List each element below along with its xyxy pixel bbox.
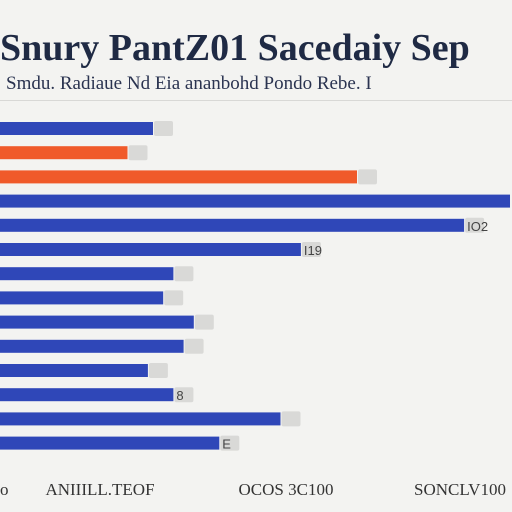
bar-14-data-label: E (222, 437, 231, 452)
title-divider (0, 100, 512, 101)
bar-5 (0, 218, 465, 232)
bar-1-value-box (154, 121, 173, 136)
chart-title: Snury PantZ01 Sacedaiy Sep (0, 27, 470, 69)
bar-9-value-box (194, 314, 214, 330)
bar-9 (0, 315, 194, 329)
x-tick-label-1: o (0, 480, 9, 499)
x-tick-label-2: ANIIILL.TEOF (45, 480, 154, 499)
bar-4 (0, 194, 510, 208)
x-tick-label-4: SONCLV100 (414, 480, 506, 499)
bar-8-value-box (164, 290, 184, 306)
x-tick-label-3: OCOS 3C100 (239, 480, 334, 499)
bar-11 (0, 364, 148, 377)
bar-6-value-box (301, 242, 321, 257)
bar-2 (0, 146, 128, 160)
bar-10 (0, 339, 184, 353)
bar-1 (0, 122, 153, 135)
bar-13-value-box (281, 411, 301, 427)
bar-10-value-box (184, 338, 204, 354)
bar-13 (0, 412, 281, 426)
bar-8 (0, 291, 164, 305)
bar-12-value-box (174, 387, 194, 403)
bar-12-data-label: 8 (176, 388, 183, 403)
bar-11-value-box (148, 363, 168, 378)
bar-12 (0, 388, 174, 402)
bar-6 (0, 243, 301, 256)
bar-3 (0, 170, 357, 184)
chart-subtitle: Smdu. Radiaue Nd Eia ananbohd Pondo Rebe… (6, 73, 372, 94)
bar-3-value-box (358, 169, 377, 185)
bar-7-value-box (174, 266, 194, 282)
bar-14-value-box (220, 435, 240, 451)
bar-5-data-label: IO2 (467, 219, 488, 234)
bar-14 (0, 436, 220, 450)
bar-7 (0, 267, 174, 281)
bar-6-data-label: I19 (304, 243, 322, 258)
bar-5-value-box (465, 217, 485, 233)
bar-2-value-box (128, 145, 148, 161)
